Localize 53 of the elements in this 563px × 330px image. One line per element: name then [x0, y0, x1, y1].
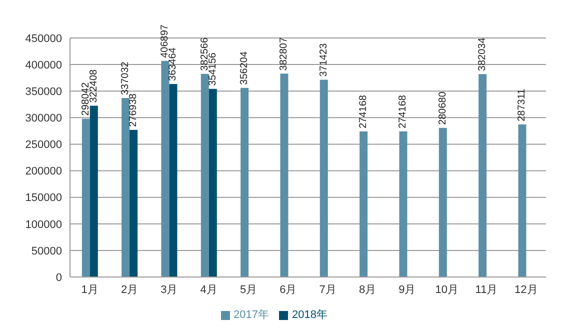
- data-label: 371423: [318, 42, 330, 77]
- x-tick-label: 12月: [514, 284, 538, 296]
- y-tick-label: 50000: [31, 245, 62, 258]
- y-tick-label: 250000: [25, 139, 62, 152]
- bar: [478, 74, 487, 277]
- y-tick-label: 150000: [25, 192, 62, 204]
- data-label: 382807: [278, 36, 290, 71]
- bar: [130, 130, 138, 277]
- y-tick-label: 350000: [25, 86, 62, 98]
- bar: [161, 60, 170, 277]
- data-label: 274168: [358, 94, 370, 128]
- bar: [240, 88, 249, 277]
- legend-label: 2017年: [234, 309, 269, 321]
- data-label: 337032: [120, 61, 132, 95]
- data-label: 274168: [398, 94, 409, 128]
- bar: [320, 80, 328, 277]
- data-label: 354156: [207, 52, 218, 86]
- x-tick-label: 10月: [435, 284, 458, 296]
- x-tick-label: 3月: [160, 284, 178, 296]
- bar: [399, 131, 408, 277]
- bar: [518, 124, 526, 277]
- data-label: 280680: [437, 91, 448, 125]
- data-label: 276938: [128, 93, 140, 127]
- data-label: 363464: [168, 47, 179, 81]
- x-tick-label: 2月: [120, 284, 138, 296]
- data-label: 382034: [477, 37, 488, 72]
- bar: [122, 98, 130, 277]
- bar: [438, 128, 447, 277]
- x-tick-label: 4月: [200, 284, 218, 296]
- x-tick-label: 1月: [81, 284, 98, 296]
- x-tick-label: 5月: [240, 284, 258, 296]
- y-tick-label: 400000: [25, 59, 62, 72]
- bar: [169, 84, 178, 277]
- x-tick-label: 8月: [358, 284, 376, 296]
- x-tick-label: 11月: [475, 284, 498, 296]
- y-tick-label: 450000: [25, 32, 62, 45]
- bar: [90, 106, 98, 277]
- y-tick-label: 100000: [25, 218, 62, 231]
- x-tick-label: 6月: [280, 284, 297, 296]
- data-label: 356204: [239, 51, 250, 85]
- y-tick-label: 300000: [25, 112, 62, 125]
- y-tick-label: 200000: [25, 166, 62, 178]
- bar: [200, 74, 209, 277]
- y-tick-label: 0: [56, 272, 62, 284]
- data-label: 287311: [516, 88, 528, 122]
- bar: [82, 118, 90, 277]
- x-tick-label: 9月: [398, 284, 416, 296]
- x-tick-label: 7月: [319, 284, 336, 296]
- legend-label: 2018年: [292, 309, 328, 321]
- bar: [280, 74, 288, 277]
- data-label: 322408: [88, 68, 100, 103]
- bar: [360, 131, 368, 277]
- bar: [208, 88, 217, 277]
